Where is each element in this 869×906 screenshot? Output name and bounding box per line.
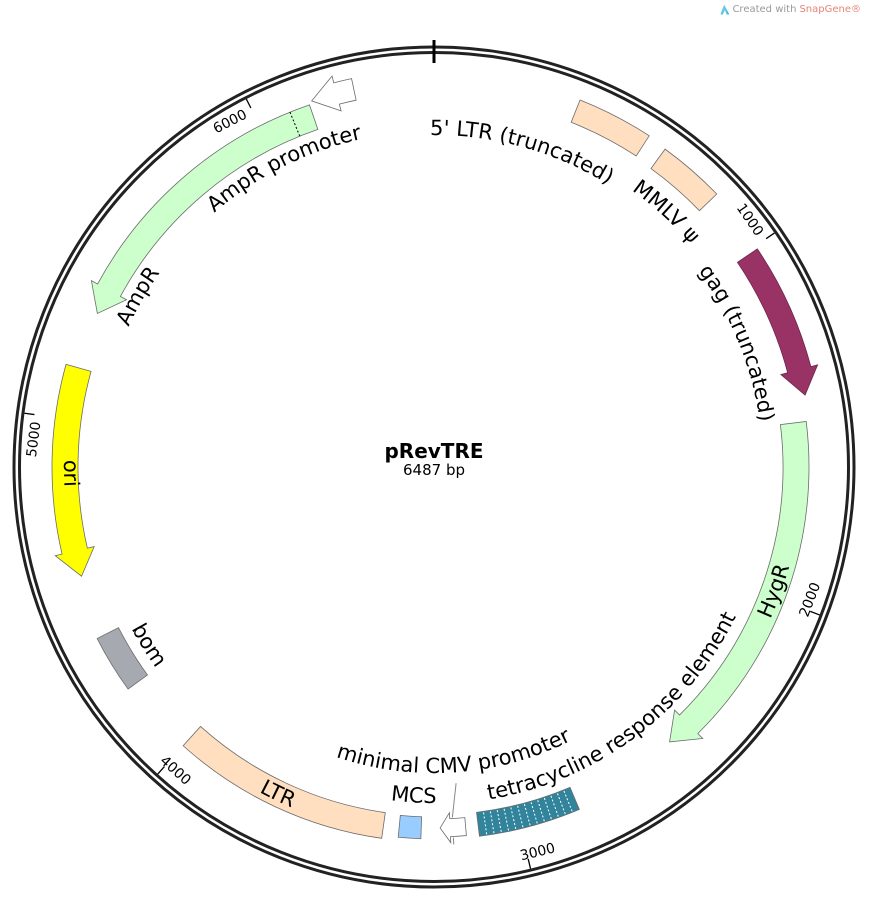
label-text: MCS	[390, 781, 437, 808]
snapgene-logo-icon	[720, 4, 730, 15]
feature-tre[interactable]	[476, 786, 580, 837]
tick-mark	[157, 766, 165, 775]
tick-label: 6000	[211, 107, 250, 137]
feature-ltr[interactable]	[182, 725, 386, 839]
tick-label: 1000	[733, 201, 766, 239]
feature-amprprom[interactable]	[310, 75, 357, 112]
label-ori: ori	[59, 460, 84, 487]
feature-ltr5[interactable]	[570, 99, 650, 157]
credit-brand: SnapGene®	[799, 4, 861, 15]
label-leader-line	[451, 783, 457, 818]
ampr-promoter-boundary	[289, 111, 301, 137]
feature-gag[interactable]	[736, 248, 819, 396]
plasmid-backbone	[12, 40, 856, 889]
tick-mark	[527, 858, 532, 869]
snapgene-credit: Created with SnapGene®	[720, 4, 861, 15]
tick-label: 5000	[24, 421, 45, 458]
label-mcs: MCS	[390, 781, 437, 808]
tick-mark	[765, 232, 775, 240]
label-text: ori	[59, 460, 84, 487]
feature-mmlv[interactable]	[650, 148, 718, 212]
feature-bom[interactable]	[96, 627, 149, 690]
credit-prefix: Created with	[732, 4, 797, 15]
tick-mark	[810, 610, 820, 616]
feature-ampr[interactable]	[90, 104, 319, 315]
feature-mincmv[interactable]	[439, 811, 467, 844]
tick-mark	[24, 412, 35, 416]
feature-mcs[interactable]	[397, 814, 423, 840]
feature-hygr[interactable]	[669, 420, 810, 743]
tick-label: 4000	[157, 753, 194, 789]
tick-label: 2000	[796, 580, 824, 619]
tick-mark	[245, 98, 252, 109]
tick-label: 3000	[519, 840, 557, 864]
plasmid-name: pRevTRE	[384, 439, 483, 463]
features	[51, 75, 819, 845]
bp-ticks: 1000 2000 3000 4000 5000 6000	[24, 98, 824, 869]
plasmid-length: 6487 bp	[403, 461, 465, 479]
feature-ori[interactable]	[51, 363, 95, 577]
